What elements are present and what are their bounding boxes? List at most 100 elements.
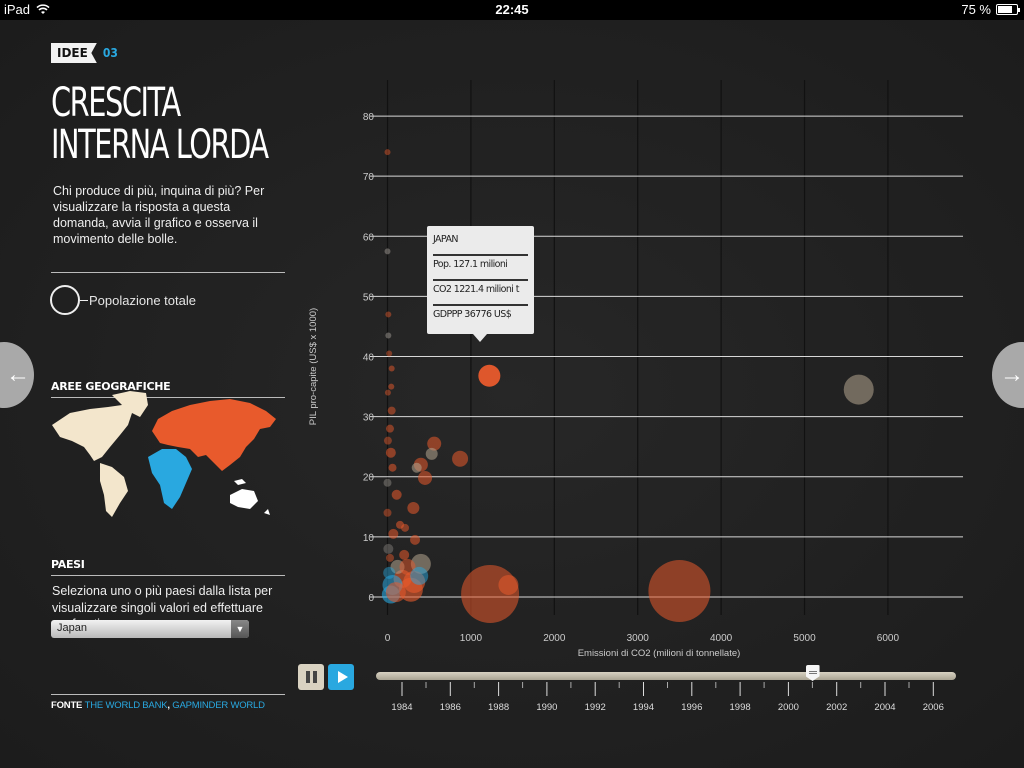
bubble	[383, 436, 392, 445]
play-button[interactable]	[328, 664, 354, 690]
population-legend-label: Popolazione totale	[89, 292, 196, 308]
pause-button[interactable]	[298, 664, 324, 690]
bubble	[388, 528, 399, 539]
divider	[51, 397, 285, 398]
tooltip-population: Pop. 127.1 milioni	[433, 257, 528, 281]
y-axis-label: PIL pro-capite (US$ x 1000)	[308, 308, 319, 425]
bubble	[385, 332, 392, 339]
bubble	[391, 489, 402, 500]
y-tick-label: 20	[363, 473, 375, 484]
map-region-eurasia[interactable]	[152, 399, 276, 471]
bubble	[383, 566, 396, 579]
x-tick-label: 1000	[460, 633, 483, 644]
year-label: 1992	[585, 702, 606, 713]
bubble	[418, 470, 433, 485]
country-select[interactable]: Japan ▼	[51, 620, 249, 638]
bubble	[386, 350, 393, 357]
source-link-gapminder[interactable]: GAPMINDER WORLD	[172, 700, 265, 711]
x-tick-label: 6000	[877, 633, 900, 644]
section-badge: IDEE 03	[51, 43, 118, 63]
bubble	[452, 450, 469, 467]
chevron-down-icon: ▼	[231, 620, 249, 638]
countries-instructions: Seleziona uno o più paesi dalla lista pe…	[52, 584, 273, 631]
year-slider-handle[interactable]	[805, 665, 820, 681]
y-tick-label: 30	[363, 413, 375, 424]
tooltip-co2: CO2 1221.4 milioni t	[433, 282, 528, 306]
device-name: iPad	[4, 2, 31, 17]
bubble	[383, 508, 392, 517]
source-credit: FONTE THE WORLD BANK, GAPMINDER WORLD	[51, 700, 265, 711]
bubble	[399, 549, 410, 560]
map-region-oceania[interactable]	[230, 479, 270, 515]
regions-heading: AREE GEOGRAFICHE	[51, 380, 171, 393]
year-label: 1994	[633, 702, 654, 713]
year-label: 2000	[778, 702, 799, 713]
bubble	[427, 436, 442, 451]
year-axis: 1984 1986 1988 1990 1992 1994 1996 1998 2000 2002…	[391, 682, 944, 713]
countries-heading: PAESI	[51, 558, 85, 571]
bubble	[384, 149, 391, 156]
bubble	[498, 574, 519, 595]
title-line-2: INTERNA LORDA	[51, 122, 269, 168]
bubble	[388, 365, 395, 372]
tooltip-gdppp: GDPPP 36776 US$	[433, 309, 512, 320]
battery-icon	[996, 4, 1020, 15]
bubble	[383, 543, 394, 554]
section-number: 03	[102, 46, 118, 60]
country-select-value: Japan	[57, 622, 87, 634]
status-bar: iPad 22:45 75 %	[0, 0, 1024, 20]
y-tick-label: 60	[363, 232, 375, 243]
playback-controls	[298, 664, 354, 690]
bubble	[843, 374, 874, 405]
y-tick-label: 10	[363, 533, 375, 544]
bubble	[410, 534, 421, 545]
bubble	[401, 523, 410, 532]
bubble	[648, 559, 711, 622]
bubble	[384, 389, 391, 396]
year-label: 1996	[681, 702, 702, 713]
bubble	[411, 462, 422, 473]
year-label: 1990	[536, 702, 557, 713]
bubble	[385, 447, 396, 458]
y-tick-label: 0	[368, 593, 374, 604]
bubble	[385, 311, 392, 318]
year-label: 1984	[391, 702, 412, 713]
source-label: FONTE	[51, 700, 83, 711]
bubble	[386, 553, 395, 562]
section-tag: IDEE	[51, 43, 97, 63]
y-tick-label: 80	[363, 112, 375, 123]
bubble-chart: 0 1000 2000 3000 4000 5000 6000 0 10 20 30 40 50 60 70…	[308, 80, 963, 659]
x-tick-label: 3000	[627, 633, 650, 644]
y-tick-label: 40	[363, 353, 375, 364]
battery-percent: 75 %	[961, 2, 991, 17]
source-link-world-bank[interactable]: THE WORLD BANK	[84, 700, 168, 711]
world-map[interactable]	[50, 385, 280, 520]
year-label: 2004	[874, 702, 895, 713]
x-tick-label: 5000	[793, 633, 816, 644]
wifi-icon	[36, 4, 50, 14]
bubble	[410, 566, 429, 585]
x-tick-label: 2000	[543, 633, 566, 644]
map-region-americas[interactable]	[52, 391, 148, 517]
bubble	[407, 502, 420, 514]
divider	[51, 694, 285, 695]
bubble	[387, 406, 396, 415]
legend-connector	[80, 299, 88, 301]
bubble	[386, 424, 395, 433]
bubble	[388, 463, 397, 472]
bubble	[388, 383, 395, 390]
population-circle-icon	[50, 285, 80, 315]
y-tick-label: 50	[363, 292, 375, 303]
year-label: 2006	[923, 702, 944, 713]
year-label: 1986	[440, 702, 461, 713]
bubble	[478, 364, 501, 387]
year-slider-track[interactable]	[376, 672, 956, 680]
population-legend: Popolazione totale	[50, 285, 196, 315]
map-region-africa[interactable]	[148, 449, 192, 509]
clock: 22:45	[495, 2, 529, 17]
title-line-1: CRESCITA	[51, 80, 181, 126]
y-tick-label: 70	[363, 172, 375, 183]
country-tooltip: JAPAN Pop. 127.1 milioni CO2 1221.4 mili…	[427, 226, 534, 342]
arrow-left-icon: ←	[6, 361, 30, 388]
bubble	[399, 558, 416, 575]
